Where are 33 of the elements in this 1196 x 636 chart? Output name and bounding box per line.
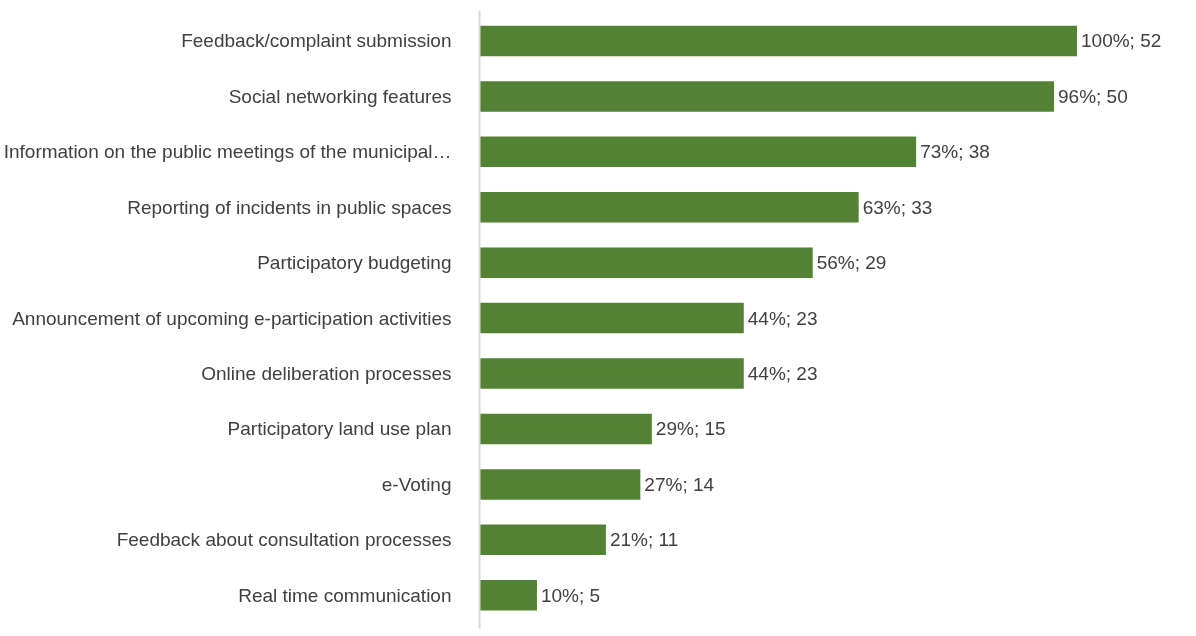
data-label: 56%; 29 (816, 252, 887, 274)
y-tick-label: Participatory land use plan (227, 418, 452, 440)
bar (479, 469, 641, 500)
data-label: 29%; 15 (655, 418, 726, 440)
data-label: 63%; 33 (862, 196, 933, 218)
y-tick-label: Announcement of upcoming e-participation activities (12, 307, 452, 329)
data-label: 10%; 5 (540, 584, 601, 606)
bar (479, 192, 859, 223)
bar (479, 247, 813, 278)
data-label: 44%; 23 (747, 307, 818, 329)
bar (479, 302, 744, 334)
data-label: 100%; 52 (1081, 30, 1162, 52)
y-tick-label: Reporting of incidents in public spaces (127, 196, 452, 218)
data-label: 96%; 50 (1058, 85, 1128, 107)
data-label: 44%; 23 (747, 363, 818, 385)
y-tick-label: e-Voting (381, 473, 452, 495)
y-tick-label: Online deliberation processes (201, 363, 452, 385)
bar (479, 136, 917, 168)
bar (479, 524, 606, 556)
y-tick-label: Real time communication (238, 584, 452, 606)
bar (479, 413, 652, 445)
data-label: 27%; 14 (644, 473, 715, 495)
bar (479, 81, 1055, 112)
data-label: 73%; 38 (920, 141, 990, 163)
y-tick-label: Feedback/complaint submission (181, 30, 452, 52)
bar (479, 580, 537, 611)
y-tick-label: Participatory budgeting (257, 252, 452, 274)
bar (479, 25, 1077, 57)
y-tick-label: Social networking features (228, 85, 452, 107)
y-tick-label: Feedback about consultation processes (116, 529, 452, 551)
y-tick-label: Information on the public meetings of the municipal… (3, 141, 452, 163)
data-label: 21%; 11 (609, 529, 679, 551)
bar (479, 358, 744, 389)
